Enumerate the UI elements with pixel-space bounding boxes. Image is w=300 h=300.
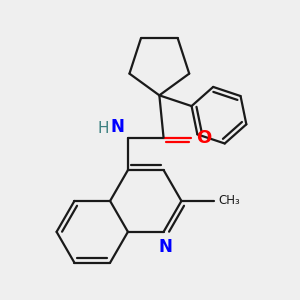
Text: CH₃: CH₃ [218,194,240,208]
Text: N: N [111,118,124,136]
Text: O: O [196,129,211,147]
Text: N: N [158,238,172,256]
Text: H: H [98,121,109,136]
